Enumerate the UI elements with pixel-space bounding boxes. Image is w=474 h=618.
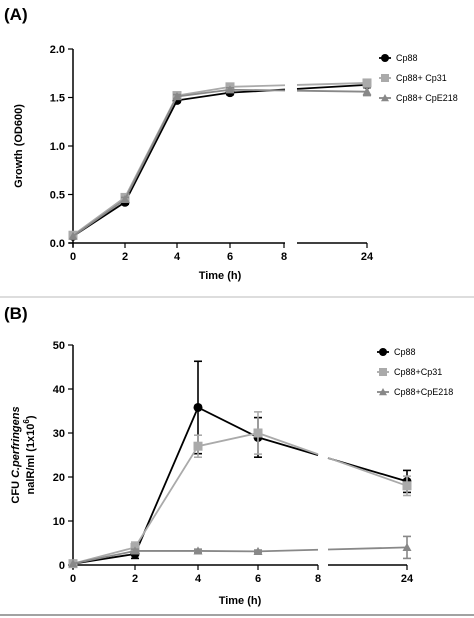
legend-label: Cp88 [396,53,418,63]
series-line-cp88-cpe218 [72,88,231,237]
x-tick-label: 0 [70,573,76,585]
data-point [402,481,412,491]
legend-label: Cp88+CpE218 [394,387,453,397]
y-axis-title-exponent: 6 [22,419,31,424]
panel-label: (A) [4,5,28,24]
legend-marker [379,348,387,356]
x-tick-label: 4 [195,573,202,585]
y-tick-label: 10 [53,516,65,528]
x-tick-label: 6 [227,251,233,263]
series-line-to-break [229,84,286,88]
series-line-cp88-cp31 [72,432,259,565]
data-point [193,441,203,451]
data-point [193,546,203,555]
x-tick-label: 6 [255,573,261,585]
legend-marker [379,388,387,396]
panel-label: (B) [4,304,28,323]
y-tick-label: 1.5 [50,93,65,105]
series-line-cp88-cp31 [72,85,231,236]
data-point [193,402,203,412]
y-tick-label: 20 [53,472,65,484]
series-line-to-break [257,548,319,553]
data-point [172,92,182,101]
y-axis-title-unit: nalR/ml (1x10 [25,424,37,495]
legend-label: Cp88 [394,347,416,357]
legend-label: Cp88+ Cp31 [396,73,447,83]
y-tick-label: 0.0 [50,238,65,250]
x-tick-label: 2 [122,251,128,263]
series-line-cp88-cpe218 [72,550,259,565]
data-point [402,542,412,551]
legend-marker [381,54,389,62]
x-tick-label: 2 [132,573,138,585]
data-point [130,546,140,555]
series-line-after-break [296,89,368,93]
x-tick-label: 8 [315,573,321,585]
data-point [253,546,263,555]
x-tick-label: 8 [281,251,287,263]
data-point [120,194,130,203]
x-tick-label: 4 [174,251,181,263]
series-line-to-break [257,432,319,456]
x-axis-title: Time (h) [199,270,242,282]
y-axis-title: Growth (OD600) [13,104,25,188]
y-tick-label: 0.5 [50,190,65,202]
legend-marker [381,74,389,82]
data-point [362,78,372,88]
series-line-after-break [296,82,368,86]
series-line-after-break [327,456,408,487]
y-axis-title-close: ) [25,415,37,419]
legend-label: Cp88+Cp31 [394,367,442,377]
data-point [225,85,235,94]
y-axis-title-line1: CFU C.perfringens [10,406,22,503]
series-line-cp88 [72,91,231,237]
x-axis-title: Time (h) [219,595,262,607]
data-point [253,428,263,438]
series-line-to-break [229,88,286,92]
y-tick-label: 30 [53,428,65,440]
y-tick-label: 50 [53,340,65,352]
y-tick-label: 1.0 [50,141,65,153]
series-line-to-break [257,436,319,456]
series-line-after-break [327,546,408,551]
y-tick-label: 0 [59,560,65,572]
y-tick-label: 2.0 [50,44,65,56]
legend-marker [379,368,387,376]
series-line-cp88 [72,406,259,565]
series-line-after-break [296,83,368,90]
y-tick-label: 40 [53,384,65,396]
x-tick-label: 24 [361,251,374,263]
data-point [362,87,372,96]
data-point [68,231,78,240]
legend-marker [381,94,389,102]
y-axis-title-line2: nalR/ml (1x106) [22,415,37,494]
y-axis-title-species: C.perfringens [10,406,22,478]
data-point [68,559,78,568]
legend-label: Cp88+ CpE218 [396,93,458,103]
x-tick-label: 24 [401,573,414,585]
x-tick-label: 0 [70,251,76,263]
y-axis-title-cfu: CFU [10,478,22,504]
